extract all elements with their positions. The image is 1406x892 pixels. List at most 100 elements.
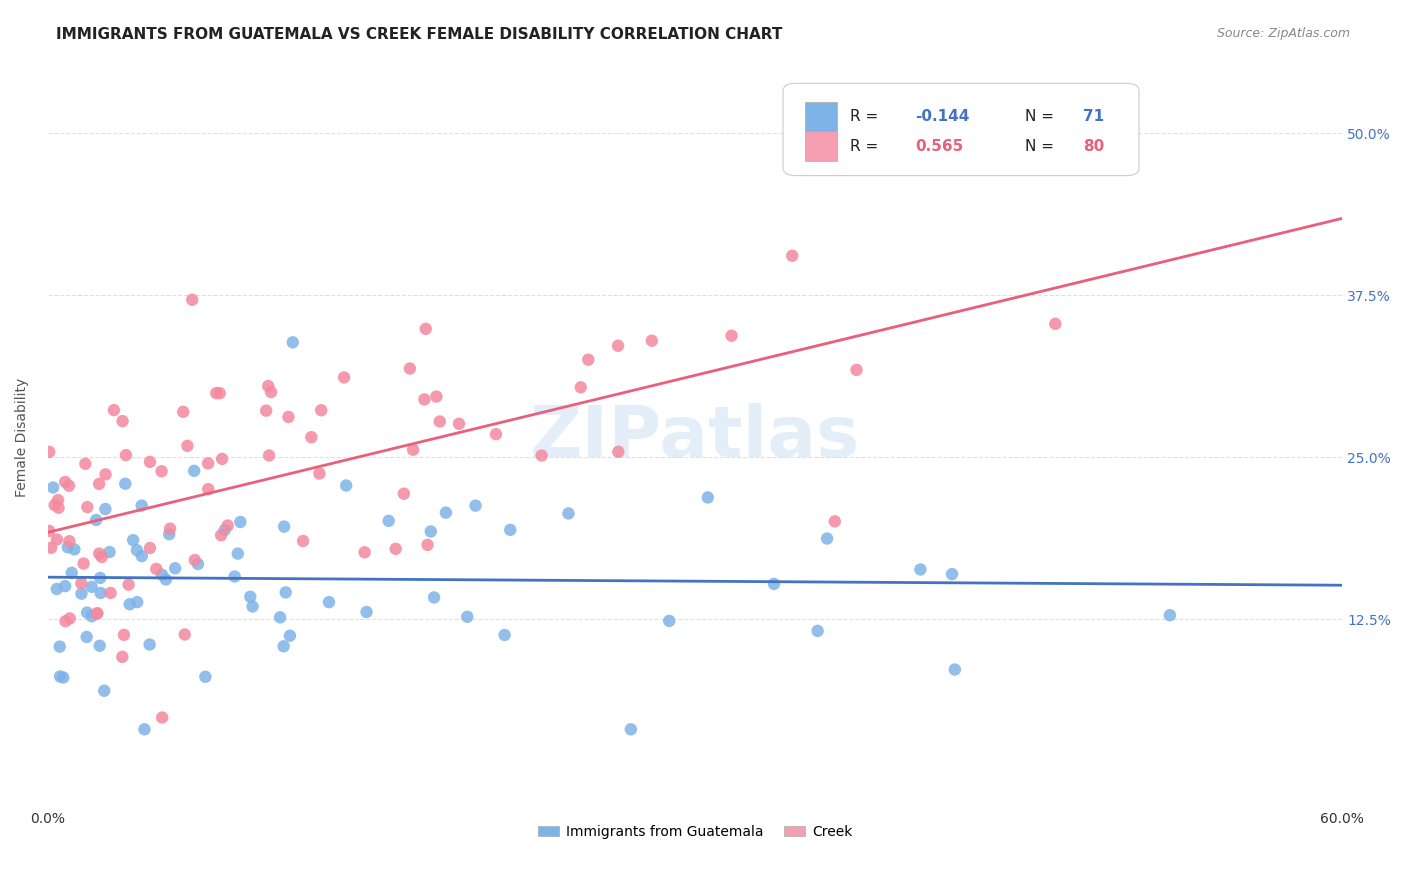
Point: [150, 567, 173, 582]
Point: [557, 507, 579, 521]
Point: [277, 409, 299, 424]
Point: [89, 571, 111, 585]
Point: [941, 567, 963, 582]
Point: [44, 498, 66, 512]
Point: [150, 464, 173, 478]
Point: [58, 479, 80, 493]
Point: [309, 403, 332, 417]
Point: [456, 609, 478, 624]
Point: [530, 449, 553, 463]
Point: [138, 638, 160, 652]
Text: R =: R =: [851, 109, 883, 124]
Point: [780, 249, 803, 263]
Point: [318, 595, 340, 609]
Point: [335, 478, 357, 492]
Point: [257, 379, 280, 393]
Point: [696, 491, 718, 505]
Point: [86, 607, 108, 621]
Point: [943, 663, 966, 677]
Point: [356, 605, 378, 619]
Point: [815, 532, 838, 546]
Point: [274, 585, 297, 599]
Point: [127, 595, 149, 609]
Point: [197, 457, 219, 471]
Point: [423, 591, 446, 605]
Point: [211, 451, 233, 466]
Point: [429, 415, 451, 429]
Point: [115, 448, 138, 462]
Point: [1045, 317, 1067, 331]
Text: 80: 80: [1084, 138, 1105, 153]
Point: [257, 449, 280, 463]
Point: [910, 562, 932, 576]
Point: [90, 549, 112, 564]
Point: [134, 723, 156, 737]
Point: [75, 457, 97, 471]
Point: [273, 519, 295, 533]
Point: [197, 482, 219, 496]
Point: [607, 444, 630, 458]
Point: [398, 361, 420, 376]
Point: [70, 576, 93, 591]
Point: [242, 599, 264, 614]
Point: [224, 569, 246, 583]
Text: ZIPatlas: ZIPatlas: [530, 403, 860, 472]
Point: [184, 553, 207, 567]
Point: [38, 445, 60, 459]
Point: [607, 339, 630, 353]
Point: [620, 723, 643, 737]
Point: [824, 515, 846, 529]
Point: [292, 534, 315, 549]
Point: [214, 523, 236, 537]
Point: [194, 670, 217, 684]
Point: [48, 640, 70, 654]
Point: [56, 541, 79, 555]
Point: [239, 590, 262, 604]
Point: [281, 335, 304, 350]
Point: [86, 606, 108, 620]
Point: [76, 630, 98, 644]
Point: [181, 293, 204, 307]
Point: [100, 586, 122, 600]
Point: [94, 502, 117, 516]
Point: [38, 524, 60, 538]
Point: [46, 533, 69, 547]
Bar: [806, 102, 838, 131]
Point: [299, 430, 322, 444]
Point: [112, 628, 135, 642]
Point: [254, 403, 277, 417]
Text: N =: N =: [1025, 138, 1059, 153]
Point: [55, 615, 77, 629]
Point: [447, 417, 470, 431]
Point: [434, 506, 457, 520]
Point: [98, 545, 121, 559]
Point: [402, 442, 425, 457]
Text: -0.144: -0.144: [915, 109, 970, 124]
Point: [464, 499, 486, 513]
Point: [131, 499, 153, 513]
Point: [94, 467, 117, 482]
Point: [84, 513, 107, 527]
Point: [845, 363, 868, 377]
Text: 0.565: 0.565: [915, 138, 963, 153]
Point: [131, 549, 153, 563]
Point: [89, 547, 111, 561]
Point: [122, 533, 145, 548]
Point: [415, 322, 437, 336]
Point: [157, 527, 180, 541]
Point: [1159, 608, 1181, 623]
Point: [569, 380, 592, 394]
Point: [48, 500, 70, 515]
Bar: [806, 131, 838, 161]
Point: [641, 334, 664, 348]
Point: [485, 427, 508, 442]
Point: [89, 639, 111, 653]
Point: [416, 538, 439, 552]
Point: [260, 385, 283, 400]
Point: [111, 414, 134, 428]
Point: [333, 370, 356, 384]
FancyBboxPatch shape: [783, 83, 1139, 176]
Point: [76, 500, 98, 514]
Point: [93, 683, 115, 698]
Point: [172, 405, 194, 419]
